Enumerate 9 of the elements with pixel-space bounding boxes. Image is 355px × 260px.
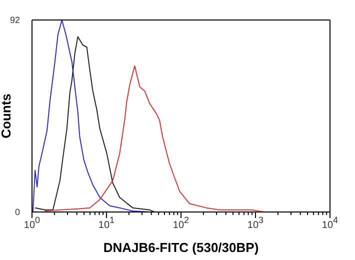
x-tick-label: 10$^{3}$ bbox=[247, 215, 264, 231]
x-tick-label: 10$^{4}$ bbox=[322, 215, 338, 231]
x-tick-label: 10$^{1}$ bbox=[98, 215, 115, 231]
x-tick-label: 10$^{0}$ bbox=[24, 215, 40, 231]
x-tick-label: 10$^{2}$ bbox=[172, 215, 190, 231]
x-axis-title: DNAJB6-FITC (530/30BP) bbox=[103, 240, 259, 255]
y-tick-label: 92 bbox=[10, 15, 20, 25]
y-axis-title: Counts bbox=[0, 94, 14, 138]
y-tick-label: 0 bbox=[14, 207, 20, 217]
